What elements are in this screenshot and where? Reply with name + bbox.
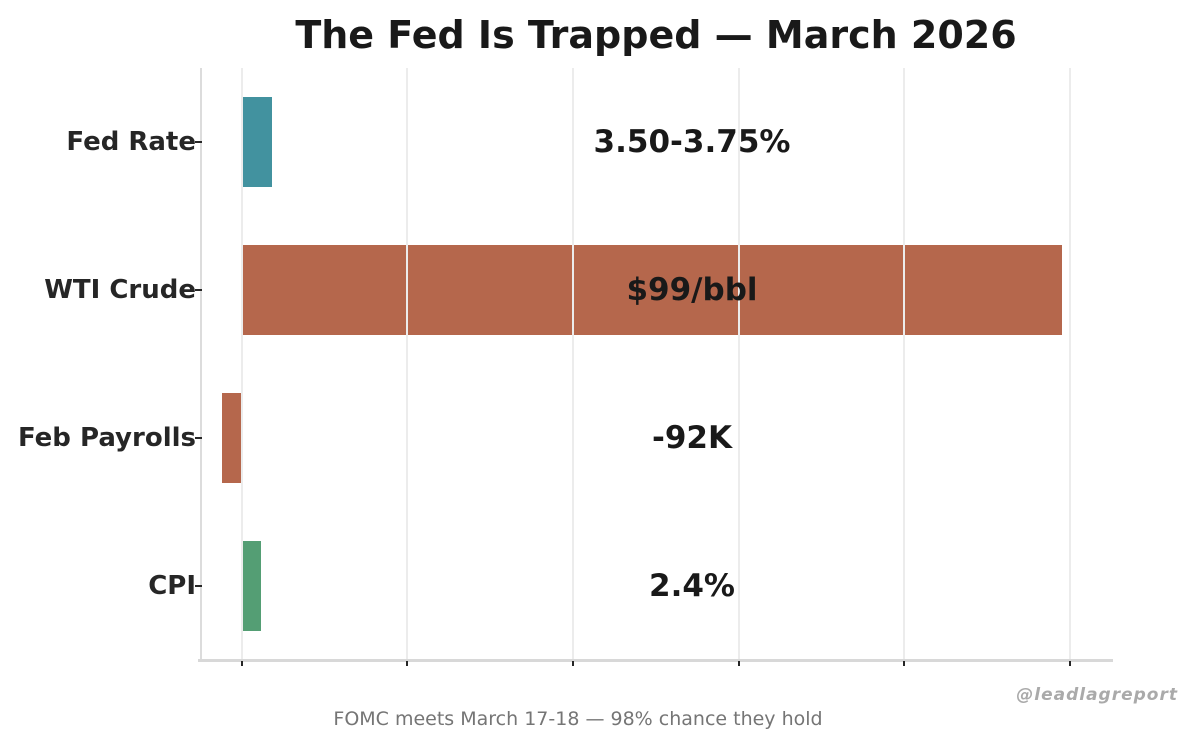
- x-gridline-80: [903, 68, 906, 659]
- x-tick-0: [240, 661, 243, 666]
- y-axis-label-fed-rate: Fed Rate: [66, 127, 196, 157]
- value-label-feb-payrolls: -92K: [651, 420, 733, 456]
- x-axis-spine: [198, 659, 1113, 662]
- y-tick-feb-payrolls: [195, 437, 202, 439]
- y-axis-spine: [200, 68, 202, 660]
- y-tick-wti-crude: [195, 289, 202, 291]
- x-gridline-0: [240, 68, 243, 659]
- x-tick-100: [1069, 661, 1071, 666]
- x-gridline-60: [737, 68, 740, 659]
- x-tick-60: [737, 661, 740, 666]
- x-tick-80: [903, 661, 906, 666]
- bar-wti-crude: [241, 245, 1062, 335]
- x-gridline-20: [406, 68, 409, 659]
- y-axis-label-cpi: CPI: [148, 571, 196, 601]
- bar-fed-rate: [241, 97, 272, 187]
- x-tick-20: [406, 661, 409, 666]
- x-tick-40: [571, 661, 574, 666]
- y-tick-cpi: [195, 585, 202, 587]
- y-axis-label-wti-crude: WTI Crude: [44, 275, 196, 305]
- chart-title: The Fed Is Trapped — March 2026: [295, 13, 1017, 57]
- value-label-cpi: 2.4%: [649, 568, 735, 604]
- chart-footnote: FOMC meets March 17-18 — 98% chance they…: [333, 708, 823, 730]
- x-gridline-100: [1069, 68, 1071, 659]
- y-axis-label-feb-payrolls: Feb Payrolls: [17, 423, 196, 453]
- watermark-handle: @leadlagreport: [1016, 685, 1178, 705]
- y-tick-fed-rate: [195, 141, 202, 143]
- value-label-wti-crude: $99/bbl: [626, 272, 758, 308]
- value-label-fed-rate: 3.50-3.75%: [593, 124, 791, 160]
- bar-feb-payrolls: [221, 393, 242, 483]
- bar-cpi: [241, 541, 262, 631]
- x-gridline-40: [571, 68, 574, 659]
